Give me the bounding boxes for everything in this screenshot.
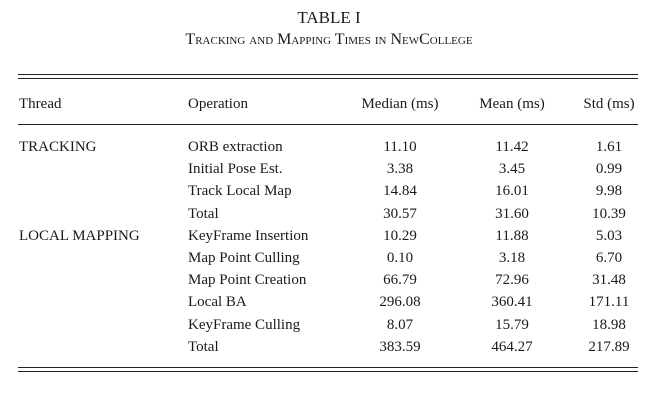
cell-std: 10.39 <box>592 205 626 222</box>
bottom-rule <box>18 367 638 368</box>
bottom-rule-2 <box>18 371 638 372</box>
cell-mean: 15.79 <box>495 316 529 333</box>
cell-operation: Total <box>188 205 219 222</box>
cell-mean: 3.45 <box>498 161 526 178</box>
table-caption: Tracking and Mapping Times in NewCollege <box>185 31 473 48</box>
header-mean: Mean (ms) <box>479 96 545 112</box>
cell-median: 3.38 <box>386 161 414 178</box>
cell-std: 6.70 <box>595 250 623 266</box>
cell-std: 18.98 <box>592 316 626 333</box>
top-rule <box>18 74 638 75</box>
cell-std: 217.89 <box>588 338 630 355</box>
cell-mean: 72.96 <box>495 272 529 289</box>
cell-median: 296.08 <box>379 294 421 311</box>
cell-mean: 464.27 <box>491 338 533 355</box>
cell-median: 10.29 <box>383 227 417 244</box>
cell-std: 9.98 <box>595 183 623 200</box>
cell-operation: KeyFrame Culling <box>188 316 301 333</box>
top-rule-2 <box>18 78 638 79</box>
header-rule <box>18 124 638 125</box>
header-thread: Thread <box>19 96 62 112</box>
cell-mean: 11.88 <box>495 227 529 244</box>
cell-median: 0.10 <box>386 250 414 266</box>
header-std: Std (ms) <box>583 96 635 112</box>
cell-mean: 3.18 <box>498 250 526 266</box>
table-number: TABLE I <box>297 8 361 27</box>
header-operation: Operation <box>188 96 248 112</box>
cell-mean: 360.41 <box>491 294 533 311</box>
cell-mean: 16.01 <box>495 183 529 200</box>
cell-mean: 31.60 <box>495 205 529 222</box>
header-median: Median (ms) <box>361 96 439 112</box>
cell-operation: Initial Pose Est. <box>188 161 283 178</box>
cell-std: 31.48 <box>592 272 626 289</box>
cell-operation: Total <box>188 338 219 355</box>
cell-std: 5.03 <box>595 227 623 244</box>
cell-median: 11.10 <box>383 139 417 155</box>
cell-mean: 11.42 <box>495 139 529 155</box>
cell-operation: KeyFrame Insertion <box>188 227 309 244</box>
cell-operation: Map Point Culling <box>188 250 300 266</box>
cell-std: 1.61 <box>595 139 623 155</box>
cell-std: 171.11 <box>588 294 630 311</box>
cell-std: 0.99 <box>595 161 623 178</box>
cell-operation: Track Local Map <box>188 183 292 200</box>
cell-median: 383.59 <box>379 338 421 355</box>
cell-thread: LOCAL MAPPING <box>19 227 140 244</box>
cell-operation: Local BA <box>188 294 247 311</box>
cell-operation: Map Point Creation <box>188 272 307 289</box>
cell-median: 14.84 <box>383 183 417 200</box>
cell-thread: TRACKING <box>19 139 97 155</box>
cell-median: 66.79 <box>383 272 417 289</box>
cell-operation: ORB extraction <box>188 139 283 155</box>
cell-median: 30.57 <box>383 205 417 222</box>
cell-median: 8.07 <box>386 316 414 333</box>
